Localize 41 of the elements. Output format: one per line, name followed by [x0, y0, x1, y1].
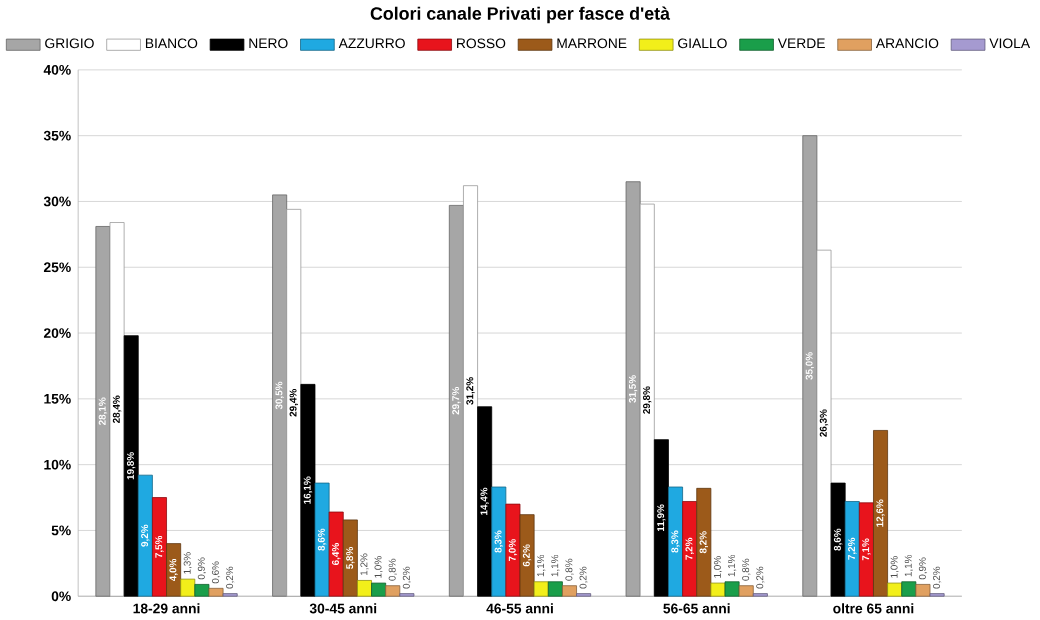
bar [166, 543, 182, 597]
bar [123, 335, 139, 597]
bar [357, 580, 372, 597]
bar [738, 585, 754, 597]
bar [915, 583, 931, 597]
bar [816, 249, 832, 597]
bar [653, 439, 669, 597]
chart-title: Colori canale Privati per fasce d'età [370, 6, 671, 24]
bar [830, 482, 846, 597]
bar [342, 519, 358, 597]
bar [873, 430, 888, 597]
bar [180, 578, 196, 597]
bar [385, 585, 401, 597]
bar [463, 185, 478, 597]
bar [477, 406, 493, 597]
bar [533, 581, 549, 597]
bar [300, 383, 316, 597]
bar [696, 487, 712, 597]
bar [491, 486, 507, 597]
bar [505, 503, 521, 597]
bar [724, 581, 740, 597]
bar [286, 208, 302, 597]
bar [137, 474, 153, 597]
bar [844, 501, 860, 597]
bar [208, 587, 224, 597]
bar [858, 502, 874, 597]
bar [314, 482, 330, 597]
bar [152, 497, 167, 597]
bar [901, 581, 917, 597]
bar [109, 222, 125, 597]
bar [682, 501, 698, 597]
bar [547, 581, 563, 597]
bar [194, 583, 210, 597]
bar [562, 585, 577, 597]
bar [371, 582, 387, 597]
bar [668, 486, 683, 597]
bar [519, 514, 535, 597]
bar [887, 582, 903, 597]
bar [328, 511, 344, 597]
bar [639, 203, 655, 597]
bar [710, 582, 726, 597]
